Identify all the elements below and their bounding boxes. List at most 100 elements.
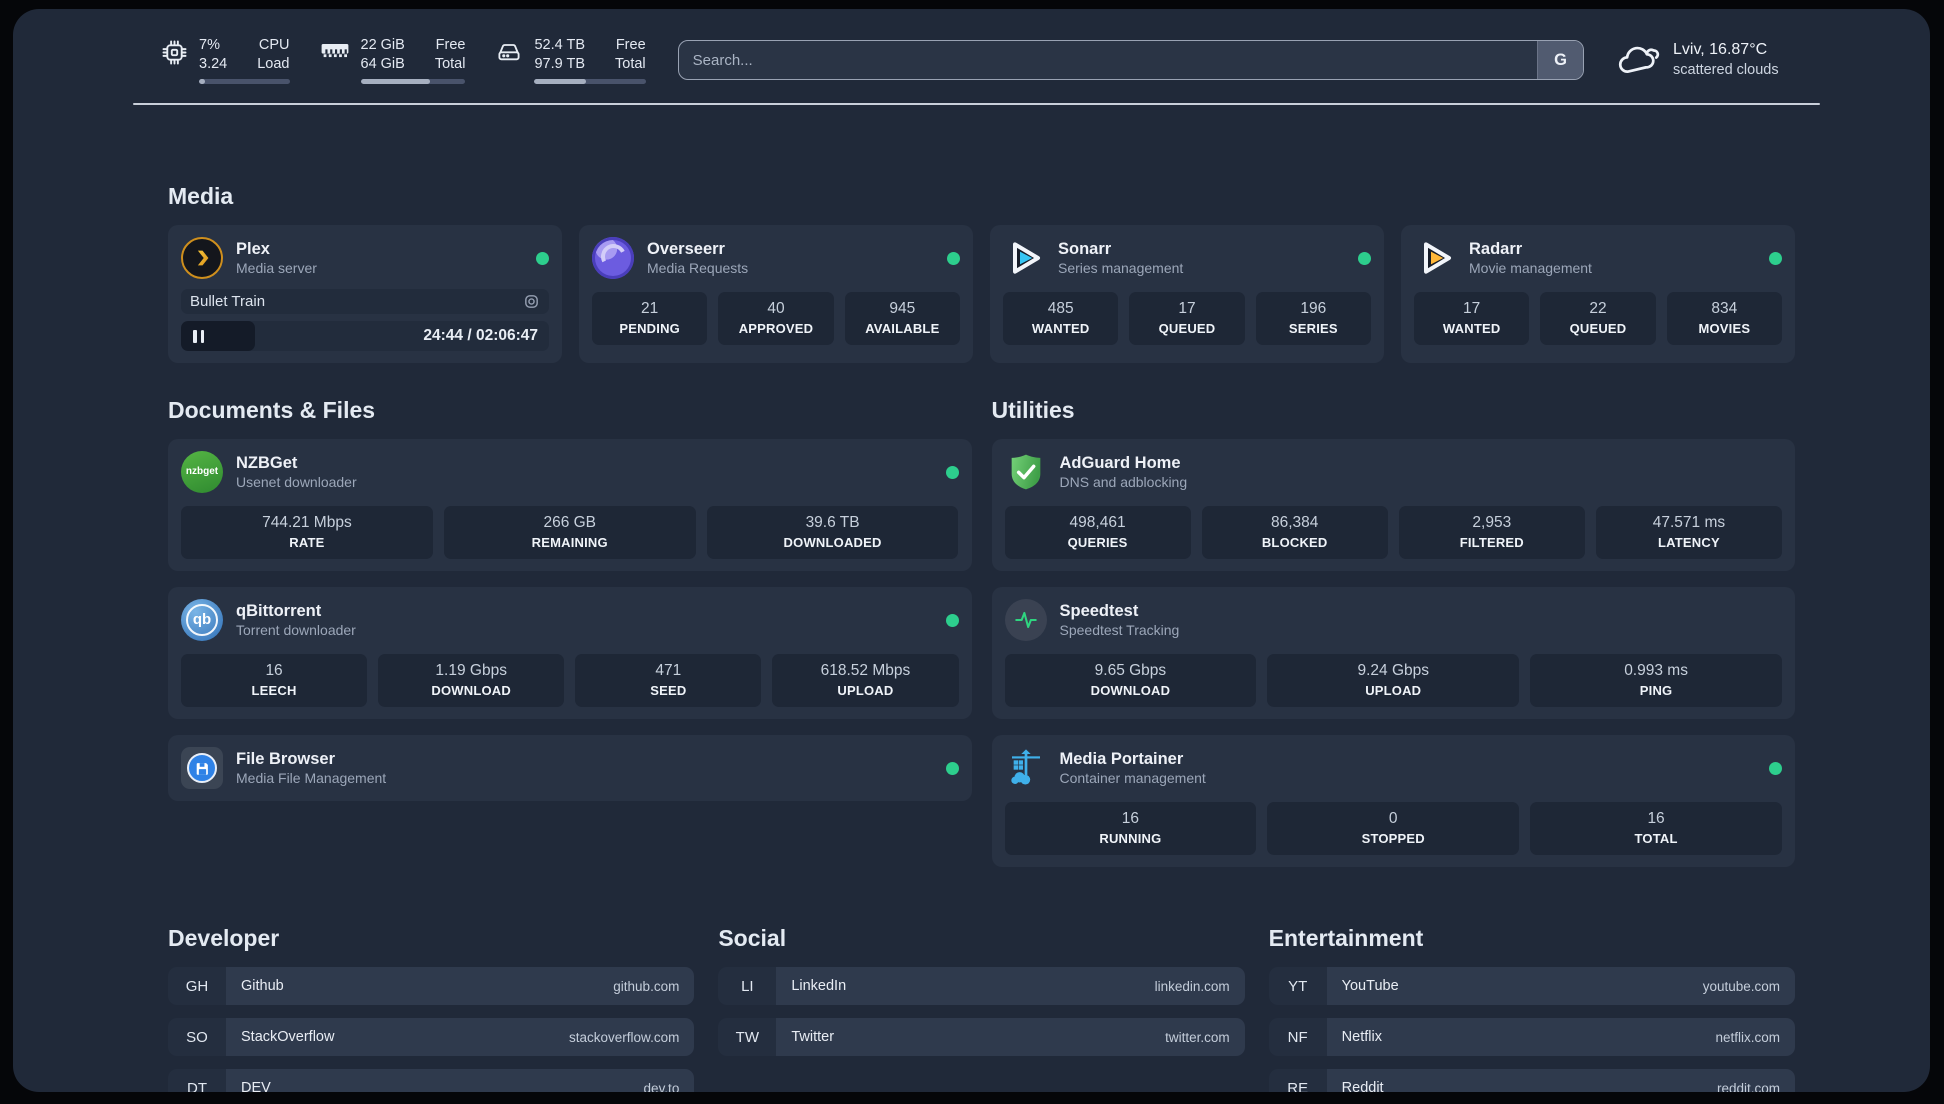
stat-box: 834 MOVIES: [1666, 292, 1782, 345]
radarr-icon: [1414, 237, 1456, 279]
bookmark-abbr: LI: [718, 967, 777, 1005]
bookmark-abbr: YT: [1268, 967, 1327, 1005]
service-subtitle: Torrent downloader: [236, 622, 356, 638]
now-playing-row: Bullet Train: [181, 289, 549, 314]
service-title: File Browser: [236, 750, 336, 768]
pause-icon[interactable]: [193, 329, 204, 343]
service-title: Sonarr: [1058, 240, 1112, 258]
service-card-nzbget[interactable]: nzbget NZBGet Usenet downloader: [168, 439, 972, 571]
dashboard-panel: 7% 3.24 CPU Load: [13, 9, 1930, 1092]
section-utilities: Utilities: [991, 397, 1795, 867]
cpu-load-value: 3.24: [199, 56, 228, 72]
stat-box: 498,461 QUERIES: [1004, 506, 1191, 559]
stat-box: 1.19 Gbps DOWNLOAD: [378, 654, 565, 707]
disk-total-value: 97.9 TB: [534, 56, 586, 72]
bookmark-abbr: TW: [718, 1018, 777, 1056]
bookmark-group-developer: Developer GH Github github.com SO: [168, 925, 695, 1093]
service-card-radarr[interactable]: Radarr Movie management 17 WANTED 22 QUE…: [1401, 225, 1795, 363]
stat-box: 471 SEED: [575, 654, 762, 707]
stat-box: 39.6 TB DOWNLOADED: [706, 506, 959, 559]
stat-box: 485 WANTED: [1003, 292, 1119, 345]
memory-total-value: 64 GiB: [360, 56, 405, 72]
service-subtitle: Media File Management: [236, 770, 387, 786]
bookmark-domain: dev.to: [643, 1080, 680, 1093]
service-subtitle: Media Requests: [647, 260, 749, 276]
section-title-utilities: Utilities: [991, 397, 1075, 423]
bookmark-linkedin[interactable]: LI LinkedIn linkedin.com: [718, 967, 1245, 1005]
service-subtitle: Movie management: [1469, 260, 1592, 276]
service-title: qBittorrent: [236, 602, 322, 620]
cpu-usage-bar: [199, 79, 290, 85]
memory-free-value: 22 GiB: [360, 36, 405, 53]
search-provider-button[interactable]: G: [1537, 41, 1583, 79]
bookmark-name: YouTube: [1341, 978, 1399, 994]
now-playing-title: Bullet Train: [190, 293, 266, 310]
bookmark-name: Reddit: [1341, 1080, 1384, 1092]
bookmark-domain: reddit.com: [1716, 1080, 1780, 1093]
stat-box: 945 AVAILABLE: [844, 292, 960, 345]
service-card-overseerr[interactable]: Overseerr Media Requests 21 PENDING 40 A…: [579, 225, 973, 363]
stat-box: 17 WANTED: [1414, 292, 1530, 345]
weather-condition: scattered clouds: [1673, 61, 1779, 78]
cpu-usage-value: 7%: [199, 36, 220, 53]
disk-monitor: 52.4 TB 97.9 TB Free Total: [495, 36, 646, 85]
bookmark-group-entertainment: Entertainment YT YouTube youtube.com NF: [1268, 925, 1795, 1093]
disk-free-label: Free: [615, 36, 646, 53]
bookmark-twitter[interactable]: TW Twitter twitter.com: [718, 1018, 1245, 1056]
service-card-plex[interactable]: Plex Media server Bullet Train: [168, 225, 562, 363]
overseerr-icon: [592, 237, 634, 279]
bookmark-abbr: DT: [168, 1069, 226, 1092]
bookmark-name: Twitter: [791, 1029, 835, 1045]
stat-box: 21 PENDING: [592, 292, 708, 345]
bookmark-dev[interactable]: DT DEV dev.to: [168, 1069, 695, 1093]
stat-box: 196 SERIES: [1255, 292, 1371, 345]
service-card-speedtest[interactable]: Speedtest Speedtest Tracking 9.65 Gbps D…: [991, 587, 1795, 719]
stat-box: 744.21 Mbps RATE: [181, 506, 433, 559]
service-card-portainer[interactable]: Media Portainer Container management 16 …: [991, 735, 1795, 867]
service-card-sonarr[interactable]: Sonarr Series management 485 WANTED 17 Q…: [990, 225, 1384, 363]
stat-box: 618.52 Mbps UPLOAD: [772, 654, 959, 707]
resource-monitors: 7% 3.24 CPU Load: [161, 36, 646, 85]
disk-total-label: Total: [615, 56, 646, 72]
stat-box: 0.993 ms PING: [1530, 654, 1782, 707]
bookmark-github[interactable]: GH Github github.com: [168, 967, 695, 1005]
media-type-icon: [523, 293, 540, 310]
bookmark-domain: linkedin.com: [1154, 978, 1230, 994]
service-card-filebrowser[interactable]: File Browser Media File Management: [168, 735, 972, 801]
filebrowser-icon: [181, 747, 223, 789]
service-card-adguard[interactable]: AdGuard Home DNS and adblocking 498,461 …: [991, 439, 1795, 571]
nzbget-icon: nzbget: [181, 451, 223, 493]
stat-box: 16 RUNNING: [1004, 802, 1257, 855]
service-title: Media Portainer: [1059, 750, 1184, 768]
speedtest-icon: [1004, 599, 1047, 641]
section-title-documents: Documents & Files: [168, 397, 376, 423]
bookmark-name: LinkedIn: [791, 978, 847, 994]
cpu-monitor: 7% 3.24 CPU Load: [161, 36, 290, 85]
bookmark-domain: stackoverflow.com: [569, 1029, 680, 1045]
memory-total-label: Total: [434, 56, 466, 72]
bookmark-reddit[interactable]: RE Reddit reddit.com: [1268, 1069, 1795, 1093]
status-dot: [536, 251, 549, 265]
search-bar: G: [677, 40, 1584, 80]
service-title: Overseerr: [647, 240, 725, 258]
weather-location-temp: Lviv, 16.87°C: [1673, 41, 1768, 59]
bookmark-abbr: SO: [168, 1018, 226, 1056]
playback-progress-bar[interactable]: 24:44 / 02:06:47: [181, 321, 549, 351]
cloud-icon: [1616, 43, 1660, 77]
service-card-qbittorrent[interactable]: qb qBittorrent Torrent downloader: [168, 587, 972, 719]
status-dot: [945, 465, 959, 479]
service-title: Speedtest: [1059, 602, 1139, 620]
stat-box: 266 GB REMAINING: [443, 506, 696, 559]
search-input[interactable]: [678, 41, 1537, 79]
service-subtitle: Container management: [1059, 770, 1206, 786]
stat-box: 0 STOPPED: [1267, 802, 1520, 855]
bookmark-stackoverflow[interactable]: SO StackOverflow stackoverflow.com: [168, 1018, 695, 1056]
status-dot: [1769, 251, 1782, 265]
playback-time: 24:44 / 02:06:47: [423, 327, 538, 344]
stat-box: 9.24 Gbps UPLOAD: [1267, 654, 1520, 707]
bookmark-netflix[interactable]: NF Netflix netflix.com: [1268, 1018, 1795, 1056]
bookmark-youtube[interactable]: YT YouTube youtube.com: [1268, 967, 1795, 1005]
plex-icon: [181, 237, 223, 279]
service-subtitle: Speedtest Tracking: [1059, 622, 1180, 638]
section-title-media: Media: [168, 183, 234, 209]
